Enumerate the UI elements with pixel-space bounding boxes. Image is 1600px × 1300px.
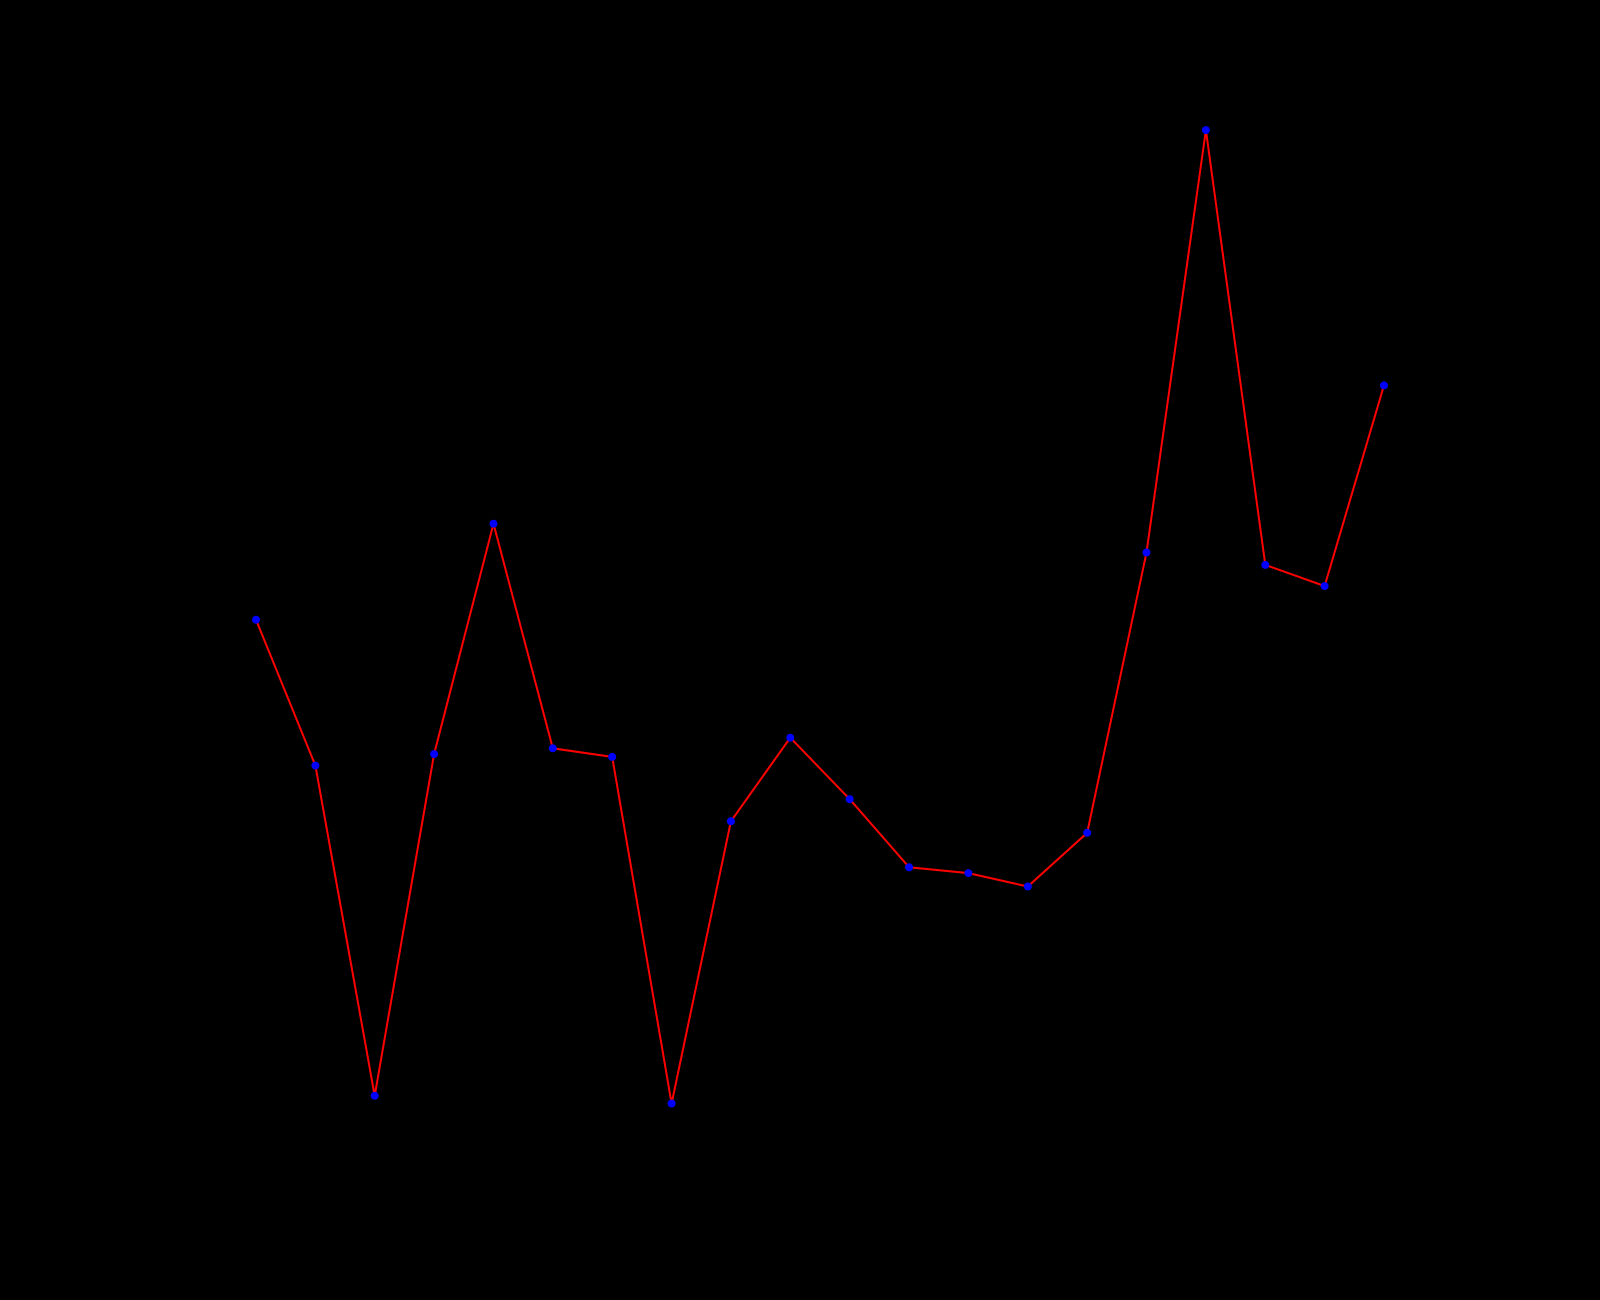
- data-point: [1023, 882, 1032, 891]
- data-point: [608, 752, 617, 761]
- data-point: [311, 761, 320, 770]
- data-point: [905, 863, 914, 872]
- data-point: [1083, 828, 1092, 837]
- data-point: [1320, 582, 1329, 591]
- data-point: [252, 615, 260, 624]
- data-point: [430, 750, 439, 759]
- data-point: [667, 1099, 676, 1108]
- data-point: [370, 1091, 379, 1100]
- data-point: [1142, 548, 1151, 557]
- data-point: [1201, 126, 1210, 135]
- data-point: [786, 733, 795, 742]
- data-point: [726, 817, 735, 826]
- data-point: [1380, 381, 1388, 390]
- data-point: [489, 519, 498, 528]
- series-line: [255, 129, 1385, 1104]
- series-layer: [252, 126, 1388, 1108]
- data-point: [548, 744, 557, 753]
- data-point: [964, 869, 973, 878]
- data-point: [1261, 560, 1270, 569]
- data-point: [845, 795, 854, 804]
